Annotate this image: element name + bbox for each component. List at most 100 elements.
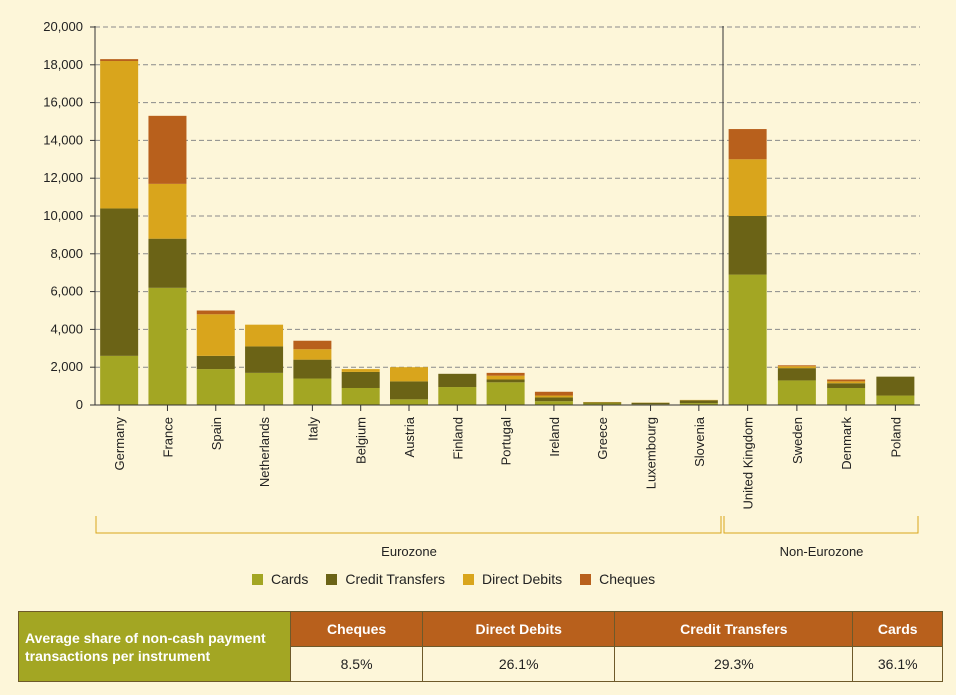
y-tick-label: 0 (76, 397, 83, 412)
share-value-direct-debits: 26.1% (422, 646, 616, 682)
x-tick-label: Belgium (354, 417, 369, 464)
bar-segment (534, 395, 573, 398)
bar-segment (390, 367, 428, 382)
y-tick-label: 6,000 (50, 284, 83, 299)
bar-segment (293, 378, 332, 405)
share-table: Average share of non-cash payment transa… (18, 611, 943, 682)
bar-segment (827, 379, 866, 382)
group-brackets: Eurozone Non-Eurozone (95, 516, 919, 559)
y-tick-label: 18,000 (43, 57, 83, 72)
bar-segment (534, 401, 573, 405)
legend-label: Cards (271, 571, 309, 587)
stacked-bar-chart: 0 2,000 4,000 6,000 8,000 10,000 12,000 14,000 1… (43, 19, 920, 559)
share-value-credit-transfers: 29.3% (614, 646, 854, 682)
group-bracket (95, 516, 722, 534)
bar-segment (486, 382, 525, 405)
x-tick-label: Austria (402, 416, 417, 457)
share-header-direct-debits: Direct Debits (422, 611, 616, 647)
legend-item-cheques: Cheques (580, 571, 655, 587)
x-tick-label: Germany (112, 417, 127, 471)
legend-swatch (252, 573, 263, 585)
y-tick-label: 20,000 (43, 19, 83, 34)
legend-label: Cheques (599, 571, 656, 587)
group-bracket (723, 516, 919, 534)
axes (90, 26, 920, 411)
legend-item-credit-transfers: Credit Transfers (326, 571, 445, 587)
x-tick-label: Luxembourg (644, 417, 659, 489)
legend-swatch (326, 573, 338, 585)
x-tick-label: Finland (450, 417, 465, 460)
x-tick-label: United Kingdom (741, 417, 756, 510)
bar-segment (341, 369, 380, 372)
bar-segment (728, 159, 767, 216)
bar-segment (728, 274, 767, 405)
y-tick-label: 8,000 (50, 246, 83, 261)
bar-segment (438, 373, 477, 388)
bar-segment (827, 381, 866, 384)
x-tick-labels: Germany France Spain Netherlands Italy Belgiu… (112, 416, 903, 509)
bar-segment (293, 340, 332, 350)
legend-label: Credit Transfers (345, 571, 445, 587)
bar-segment (777, 366, 816, 369)
bar-segment (534, 397, 573, 402)
group-label: Non-Eurozone (780, 544, 864, 559)
x-tick-label: Spain (209, 417, 224, 450)
bar-segment (148, 115, 187, 184)
bar-segment (148, 183, 187, 239)
x-tick-label: Portugal (499, 417, 514, 466)
y-tick-label: 14,000 (43, 132, 83, 147)
x-tick-label: Netherlands (257, 417, 272, 488)
bar-segment (777, 365, 816, 367)
legend-swatch (462, 573, 474, 585)
bar-segment (390, 399, 428, 405)
bar-segment (827, 383, 866, 388)
bar-segment (486, 372, 525, 376)
share-header-cheques: Cheques (289, 611, 424, 647)
group-label: Eurozone (381, 544, 437, 559)
bar-segment (777, 368, 816, 381)
x-tick-label: Ireland (547, 417, 562, 457)
share-header-credit-transfers: Credit Transfers (614, 611, 854, 647)
bar-segment (341, 387, 380, 405)
bar-segment (486, 379, 525, 383)
bar-segment (100, 61, 139, 209)
bar-segment (245, 324, 284, 347)
share-value-cheques: 8.5% (289, 646, 424, 682)
bar-segment (728, 129, 767, 160)
bar-segment (100, 355, 139, 405)
legend: Cards Credit Transfers Direct Debits Che… (252, 571, 655, 587)
bar-segment (196, 369, 235, 405)
x-tick-label: Poland (888, 417, 903, 457)
bar-segment (196, 355, 235, 370)
bar-segment (534, 391, 573, 396)
bar-segment (196, 314, 235, 356)
x-tick-label: Italy (305, 417, 320, 441)
bar-segment (293, 349, 332, 360)
bars (100, 59, 915, 405)
bar-segment (196, 310, 235, 315)
bar-segment (728, 216, 767, 275)
gridlines (95, 26, 920, 368)
bar-segment (679, 403, 718, 405)
bar-segment (777, 380, 816, 405)
bar-segment (148, 238, 187, 288)
bar-segment (390, 381, 428, 400)
y-tick-label: 16,000 (43, 95, 83, 110)
bar-segment (438, 387, 477, 405)
x-tick-label: Slovenia (692, 416, 707, 467)
bar-segment (583, 402, 622, 404)
legend-item-direct-debits: Direct Debits (462, 571, 562, 587)
y-tick-label: 10,000 (43, 208, 83, 223)
legend-item-cards: Cards (252, 571, 308, 587)
x-tick-label: Sweden (790, 417, 805, 464)
x-tick-label: France (160, 417, 175, 457)
bar-segment (876, 376, 915, 396)
share-table-title: Average share of non-cash payment transa… (18, 611, 291, 682)
bar-segment (100, 59, 139, 62)
bar-segment (148, 287, 187, 405)
share-header-cards: Cards (852, 611, 943, 647)
x-tick-label: Greece (595, 417, 610, 460)
bar-segment (583, 403, 622, 405)
bar-segment (245, 346, 284, 373)
bar-segment (631, 402, 670, 405)
